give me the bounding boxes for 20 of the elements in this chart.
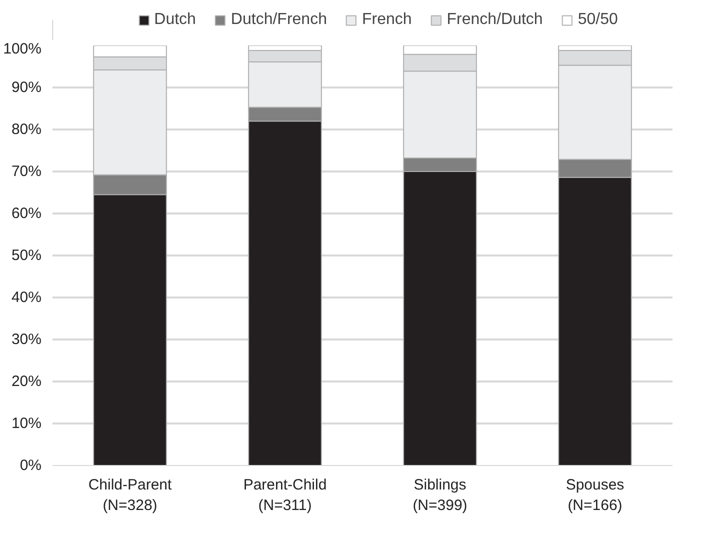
legend-label: French [362, 11, 412, 29]
y-tick-label: 0% [20, 457, 42, 474]
legend-label: 50/50 [578, 11, 618, 29]
x-tick-label: Spouses (N=166) [566, 476, 624, 514]
y-tick-label: 90% [11, 79, 42, 96]
y-tick-label: 100% [3, 40, 42, 58]
y-tick-label: 60% [11, 205, 42, 222]
legend-label: Dutch [154, 11, 196, 29]
y-tick-label: 40% [11, 289, 42, 306]
y-tick-label: 20% [11, 373, 42, 390]
x-tick-label: Siblings (N=399) [412, 476, 468, 514]
legend-label: Dutch/French [230, 11, 327, 29]
legend-label: French/Dutch [446, 11, 543, 29]
y-tick-label: 30% [11, 331, 42, 348]
x-tick-label: Parent-Child (N=311) [243, 476, 327, 514]
y-tick-label: 10% [11, 415, 42, 432]
x-tick-label: Child-Parent (N=328) [88, 476, 173, 514]
y-tick-label: 80% [11, 121, 42, 138]
y-tick-label: 50% [11, 247, 42, 264]
y-tick-label: 70% [11, 163, 42, 180]
